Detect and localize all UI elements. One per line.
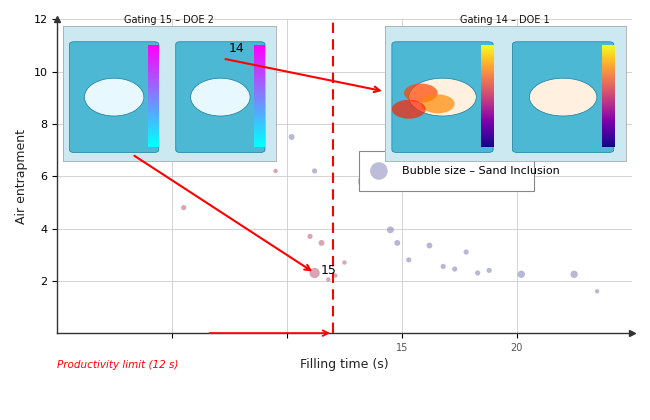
X-axis label: Filling time (s): Filling time (s) — [300, 358, 389, 371]
Point — [473, 270, 483, 276]
Point — [287, 134, 297, 140]
Point — [569, 271, 579, 278]
Point — [385, 226, 396, 233]
FancyBboxPatch shape — [359, 151, 534, 191]
Text: 14: 14 — [229, 42, 244, 55]
Text: Bubble size – Sand Inclusion: Bubble size – Sand Inclusion — [402, 166, 560, 176]
Y-axis label: Air entrapment: Air entrapment — [15, 129, 28, 224]
Point — [362, 178, 372, 185]
Point — [323, 276, 333, 283]
Point — [374, 168, 384, 174]
Text: Productivity limit (12 s): Productivity limit (12 s) — [57, 360, 179, 370]
Point — [516, 271, 526, 278]
Text: 15: 15 — [320, 264, 336, 277]
Point — [339, 259, 350, 266]
Point — [309, 168, 320, 174]
Point — [243, 116, 254, 122]
Point — [218, 55, 228, 62]
Point — [305, 233, 315, 240]
Point — [179, 204, 189, 211]
Point — [392, 239, 402, 246]
Point — [330, 272, 341, 279]
Point — [317, 239, 327, 246]
Point — [404, 257, 414, 263]
Point — [592, 288, 603, 295]
Point — [309, 270, 320, 276]
Point — [450, 266, 460, 273]
Point — [461, 249, 471, 255]
Point — [438, 263, 448, 270]
Point — [270, 168, 281, 174]
Point — [424, 242, 435, 249]
Point — [484, 267, 495, 274]
